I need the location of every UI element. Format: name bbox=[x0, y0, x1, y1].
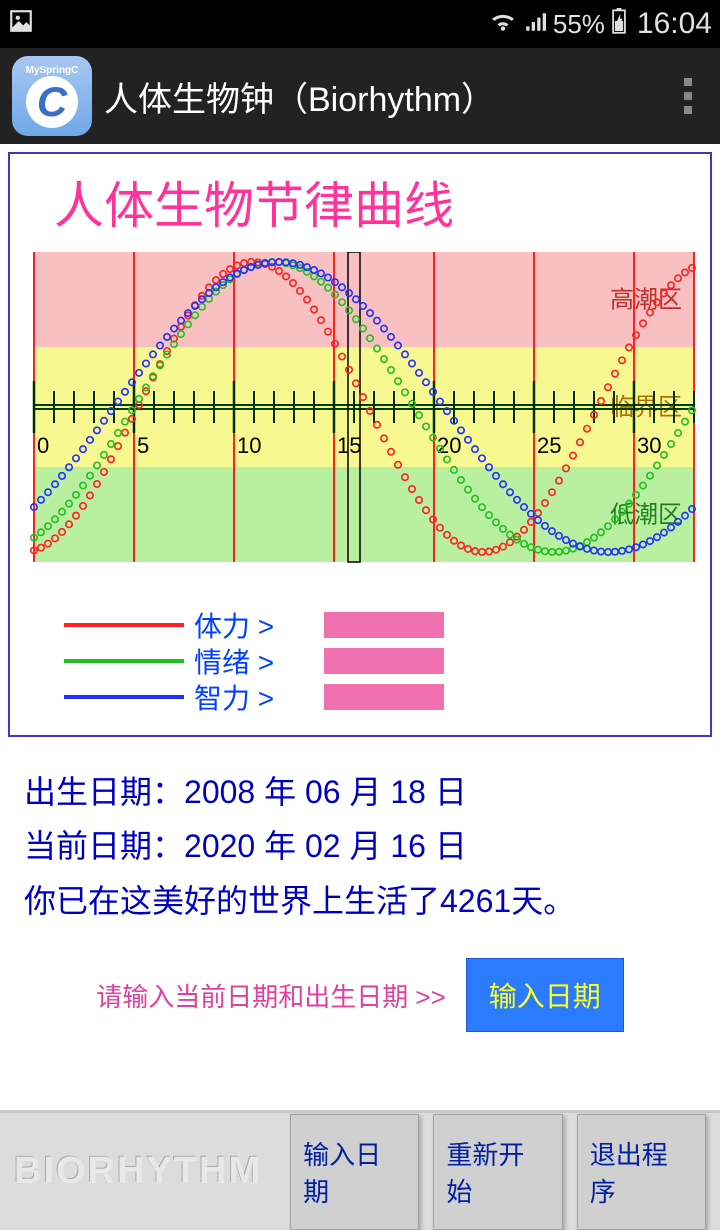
birth-date-line: 出生日期：2008 年 06 月 18 日 bbox=[24, 765, 696, 819]
svg-text:临界区: 临界区 bbox=[610, 394, 682, 421]
svg-text:高潮区: 高潮区 bbox=[610, 287, 682, 314]
signal-icon bbox=[523, 9, 547, 40]
bottom-bar: BIORHYTHM 输入日期 重新开始 退出程序 bbox=[0, 1110, 720, 1230]
legend-label-intellectual: 智力 > bbox=[194, 677, 314, 717]
prompt-text: 请输入当前日期和出生日期 >> bbox=[96, 977, 446, 1014]
current-date-line: 当前日期：2020 年 02 月 16 日 bbox=[24, 819, 696, 873]
svg-text:0: 0 bbox=[37, 433, 49, 458]
legend-line-physical bbox=[64, 623, 184, 627]
current-date-value: 2020 年 02 月 16 日 bbox=[184, 828, 467, 864]
enter-date-button[interactable]: 输入日期 bbox=[466, 958, 624, 1032]
legend-row-intellectual: 智力 > bbox=[64, 679, 706, 715]
photo-icon bbox=[8, 8, 34, 41]
wifi-icon bbox=[489, 9, 517, 40]
prompt-row: 请输入当前日期和出生日期 >> 输入日期 bbox=[0, 958, 720, 1032]
bottom-restart-button[interactable]: 重新开始 bbox=[433, 1114, 562, 1230]
birth-date-label: 出生日期： bbox=[24, 774, 184, 810]
legend-bar-emotional bbox=[324, 648, 444, 674]
overflow-menu-icon[interactable] bbox=[668, 78, 708, 114]
legend-bar-physical bbox=[324, 612, 444, 638]
svg-text:10: 10 bbox=[237, 433, 261, 458]
battery-icon bbox=[611, 8, 627, 41]
svg-text:15: 15 bbox=[337, 433, 361, 458]
bottom-exit-button[interactable]: 退出程序 bbox=[577, 1114, 706, 1230]
legend-row-emotional: 情绪 > bbox=[64, 643, 706, 679]
legend-line-intellectual bbox=[64, 695, 184, 699]
biorhythm-chart: 高潮区临界区低潮区051015202530 bbox=[14, 252, 706, 587]
app-icon-toptext: MySpringC bbox=[26, 65, 79, 76]
chart-panel: 人体生物节律曲线 高潮区临界区低潮区051015202530 体力 >情绪 >智… bbox=[8, 152, 712, 737]
bottom-enter-date-button[interactable]: 输入日期 bbox=[290, 1114, 419, 1230]
legend-line-emotional bbox=[64, 659, 184, 663]
legend-row-physical: 体力 > bbox=[64, 607, 706, 643]
legend-label-physical: 体力 > bbox=[194, 605, 314, 645]
legend-bar-intellectual bbox=[324, 684, 444, 710]
page-title: 人体生物钟（Biorhythm） bbox=[104, 72, 495, 121]
chart-legend: 体力 >情绪 >智力 > bbox=[64, 607, 706, 715]
birth-date-value: 2008 年 06 月 18 日 bbox=[184, 774, 467, 810]
svg-text:25: 25 bbox=[537, 433, 561, 458]
battery-text: 55% bbox=[553, 9, 605, 40]
status-bar: 55% 16:04 bbox=[0, 0, 720, 48]
app-icon-letter: C bbox=[26, 76, 78, 128]
clock-text: 16:04 bbox=[637, 7, 712, 41]
current-date-label: 当前日期： bbox=[24, 828, 184, 864]
info-block: 出生日期：2008 年 06 月 18 日 当前日期：2020 年 02 月 1… bbox=[24, 765, 696, 928]
chart-title: 人体生物节律曲线 bbox=[54, 166, 706, 238]
brand-text: BIORHYTHM bbox=[14, 1150, 262, 1193]
action-bar: MySpringC C 人体生物钟（Biorhythm） bbox=[0, 48, 720, 144]
svg-text:5: 5 bbox=[137, 433, 149, 458]
svg-text:30: 30 bbox=[637, 433, 661, 458]
days-lived-line: 你已在这美好的世界上生活了4261天。 bbox=[24, 874, 696, 928]
app-icon[interactable]: MySpringC C bbox=[12, 56, 92, 136]
legend-label-emotional: 情绪 > bbox=[194, 641, 314, 681]
